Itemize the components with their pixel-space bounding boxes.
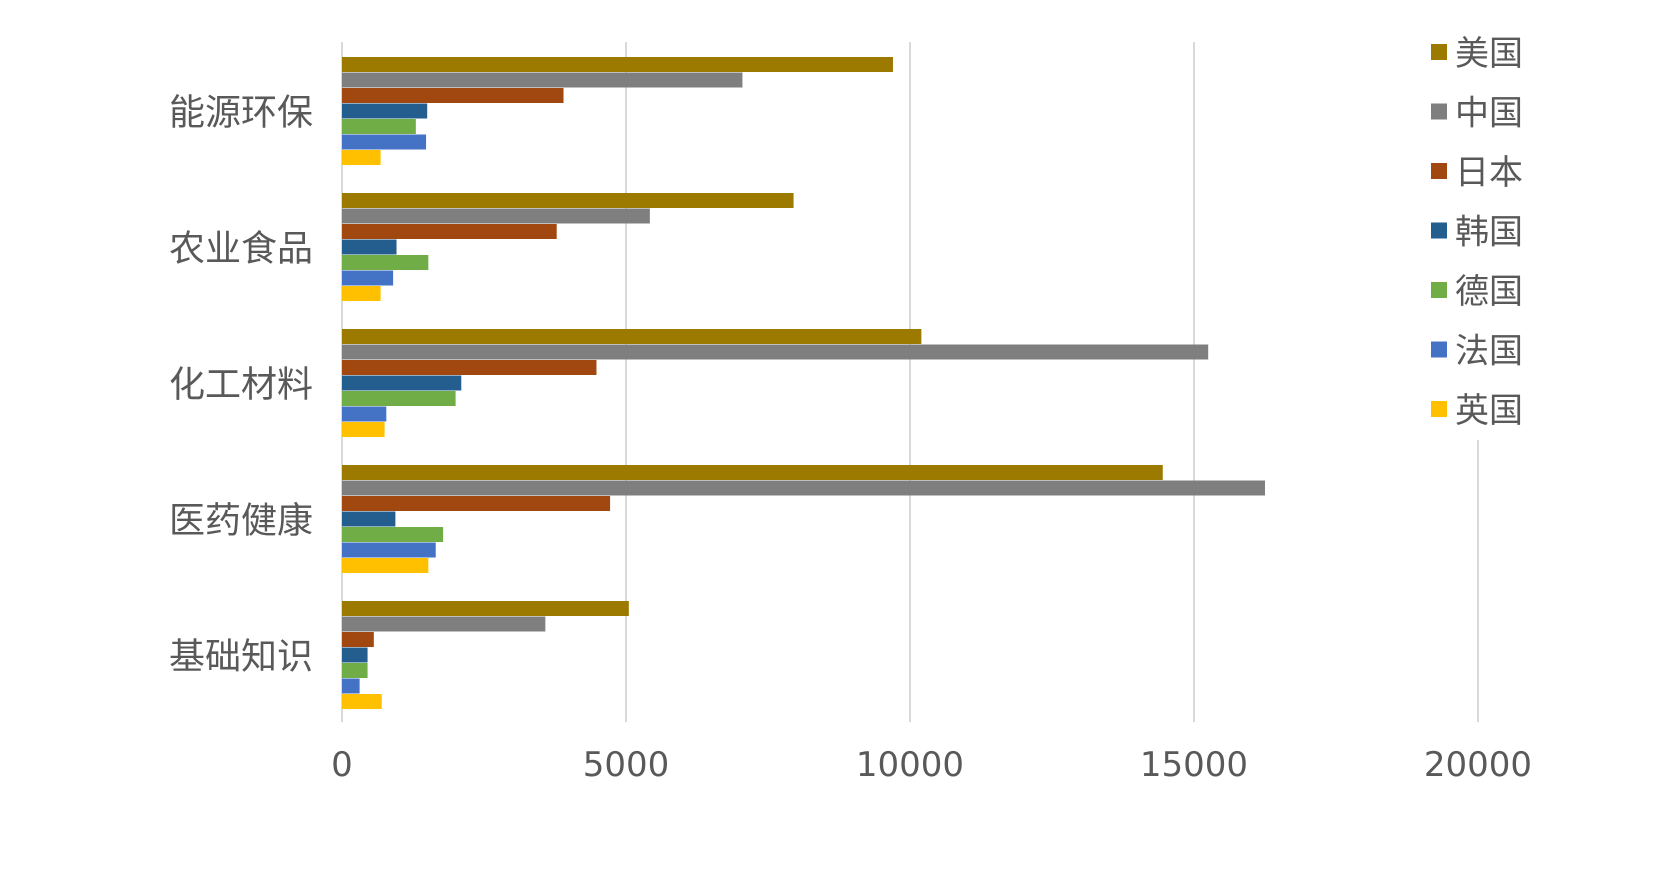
legend-swatch — [1431, 401, 1447, 417]
bar — [342, 360, 597, 375]
bar — [342, 88, 564, 103]
bar — [342, 286, 381, 301]
legend-label: 日本 — [1455, 153, 1523, 193]
bar — [342, 496, 611, 511]
legend-label: 韩国 — [1455, 213, 1523, 253]
x-tick-labels: 0 5000 10000 15000 20000 — [331, 745, 1532, 785]
bar — [342, 119, 416, 134]
bar — [342, 694, 382, 709]
bar — [342, 422, 385, 437]
category-label: 能源环保 — [169, 92, 313, 133]
legend-swatch — [1431, 103, 1447, 120]
bar — [342, 632, 374, 647]
legend-label: 法国 — [1455, 332, 1523, 372]
category-label: 化工材料 — [169, 364, 313, 405]
bar — [342, 542, 436, 558]
bar — [342, 406, 387, 422]
legend-swatch — [1431, 341, 1447, 358]
bar — [342, 255, 429, 270]
bar — [342, 511, 396, 527]
legend-swatch — [1431, 222, 1447, 239]
bar — [342, 57, 893, 72]
x-tick-label: 10000 — [856, 745, 964, 785]
bar — [342, 527, 444, 542]
bar — [342, 193, 794, 208]
bar — [342, 103, 428, 119]
x-tick-label: 15000 — [1140, 745, 1248, 785]
bar — [342, 329, 922, 344]
bar — [342, 375, 462, 391]
legend-label: 德国 — [1455, 272, 1523, 312]
x-tick-label: 5000 — [583, 745, 670, 785]
bar — [342, 616, 546, 632]
category-label: 农业食品 — [169, 228, 313, 269]
x-tick-label: 20000 — [1424, 745, 1532, 785]
category-label: 基础知识 — [169, 636, 313, 677]
x-tick-label: 0 — [331, 745, 353, 785]
bar — [342, 601, 629, 616]
bar — [342, 391, 456, 406]
bar — [342, 150, 381, 165]
bar — [342, 647, 368, 663]
bar — [342, 239, 397, 255]
bar — [342, 134, 427, 150]
bar — [342, 72, 743, 88]
bar — [342, 270, 394, 286]
bar — [342, 663, 368, 678]
bars — [342, 57, 1265, 709]
bar — [342, 558, 429, 573]
category-label: 医药健康 — [169, 500, 313, 541]
bar — [342, 224, 557, 239]
bar — [342, 678, 360, 694]
legend-swatch — [1431, 44, 1447, 60]
legend-swatch — [1431, 282, 1447, 298]
bar — [342, 465, 1163, 480]
legend-label: 美国 — [1455, 34, 1523, 74]
legend-swatch — [1431, 163, 1447, 179]
legend-label: 中国 — [1455, 94, 1523, 134]
bar — [342, 344, 1209, 360]
legend-label: 英国 — [1455, 391, 1523, 431]
bar — [342, 480, 1265, 496]
bar — [342, 208, 650, 224]
